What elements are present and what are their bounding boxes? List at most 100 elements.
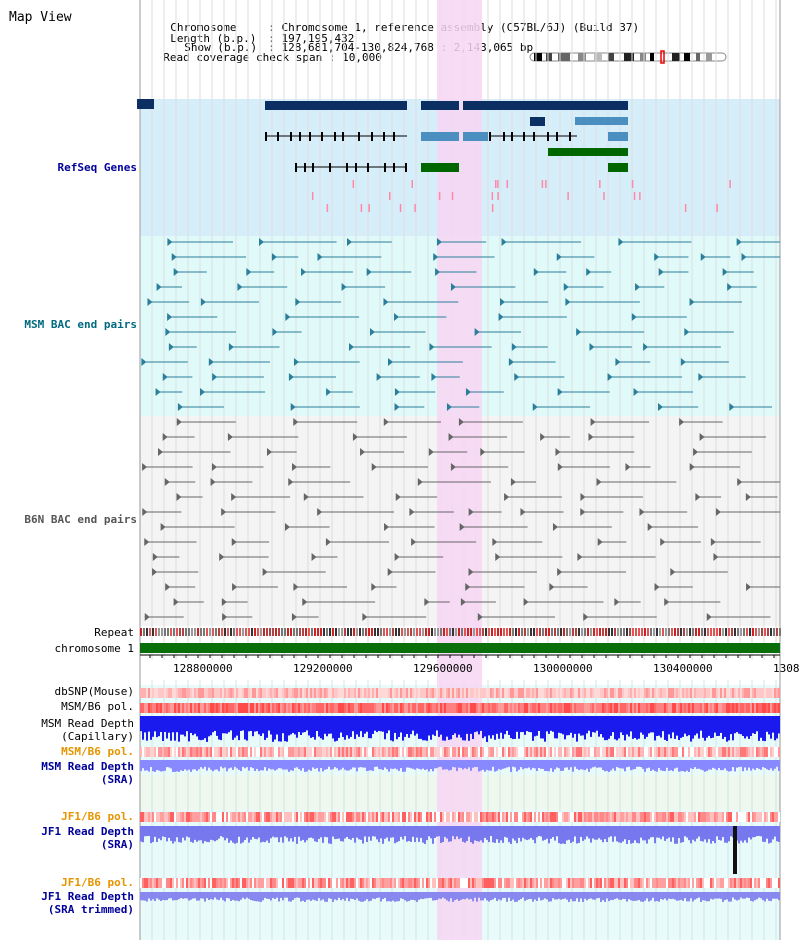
read-depth-bin <box>436 892 438 901</box>
polymorphism-bin <box>532 878 534 888</box>
read-depth-bin <box>562 892 564 900</box>
read-depth-bin <box>416 892 418 902</box>
polymorphism-bin <box>164 688 166 698</box>
read-depth-bin <box>638 716 640 739</box>
polymorphism-bin <box>486 878 488 888</box>
read-depth-bin <box>176 760 178 772</box>
read-depth-bin <box>262 892 264 901</box>
polymorphism-bin <box>222 703 224 713</box>
repeat-feature <box>707 628 709 636</box>
polymorphism-bin <box>740 878 742 888</box>
polymorphism-bin <box>432 878 434 888</box>
polymorphism-bin <box>220 747 222 757</box>
polymorphism-bin <box>288 703 290 713</box>
polymorphism-bin <box>332 878 334 888</box>
polymorphism-bin <box>470 812 472 822</box>
polymorphism-bin <box>182 878 184 888</box>
read-depth-bin <box>684 760 686 772</box>
polymorphism-bin <box>446 703 448 713</box>
read-depth-bin <box>322 892 324 900</box>
read-depth-bin <box>362 826 364 844</box>
polymorphism-bin <box>396 703 398 713</box>
polymorphism-bin <box>536 703 538 713</box>
read-depth-bin <box>606 826 608 842</box>
polymorphism-bin <box>616 878 618 888</box>
bac-end-marker <box>394 553 400 561</box>
read-depth-bin <box>474 716 476 733</box>
bac-end-marker <box>366 268 372 276</box>
read-depth-bin <box>366 716 368 732</box>
polymorphism-bin <box>280 703 282 713</box>
polymorphism-bin <box>500 812 502 822</box>
repeat-feature <box>665 628 667 636</box>
read-depth-bin <box>380 716 382 732</box>
polymorphism-bin <box>438 747 440 757</box>
polymorphism-bin <box>356 747 358 757</box>
read-depth-bin <box>762 826 764 842</box>
read-depth-bin <box>688 826 690 841</box>
read-depth-bin <box>306 826 308 841</box>
read-depth-bin <box>540 716 542 739</box>
repeat-feature <box>731 628 733 636</box>
polymorphism-bin <box>272 703 274 713</box>
read-depth-bin <box>354 716 356 739</box>
polymorphism-bin <box>586 747 588 757</box>
repeat-feature <box>683 628 685 636</box>
read-depth-bin <box>706 892 708 902</box>
polymorphism-bin <box>194 878 196 888</box>
read-depth-bin <box>174 826 176 842</box>
polymorphism-bin <box>318 812 320 822</box>
polymorphism-bin <box>290 703 292 713</box>
read-depth-bin <box>200 892 202 899</box>
polymorphism-bin <box>256 688 258 698</box>
read-depth-bin <box>652 892 654 898</box>
read-depth-bin <box>312 892 314 900</box>
read-depth-bin <box>466 826 468 841</box>
polymorphism-bin <box>652 703 654 713</box>
polymorphism-bin <box>524 747 526 757</box>
polymorphism-bin <box>596 688 598 698</box>
polymorphism-bin <box>452 703 454 713</box>
repeat-feature <box>155 628 157 636</box>
polymorphism-bin <box>502 812 504 822</box>
read-depth-bin <box>288 826 290 842</box>
read-depth-bin <box>318 716 320 737</box>
polymorphism-bin <box>740 688 742 698</box>
polymorphism-bin <box>722 703 724 713</box>
repeat-feature <box>710 628 712 636</box>
polymorphism-bin <box>508 812 510 822</box>
gene-feature <box>530 117 545 126</box>
gene-marker <box>599 180 601 188</box>
polymorphism-bin <box>778 878 780 888</box>
polymorphism-bin <box>416 812 418 822</box>
polymorphism-bin <box>610 812 612 822</box>
polymorphism-bin <box>190 703 192 713</box>
read-depth-bin <box>568 716 570 736</box>
read-depth-bin <box>234 716 236 738</box>
read-depth-bin <box>266 892 268 899</box>
polymorphism-bin <box>164 703 166 713</box>
read-depth-bin <box>230 760 232 768</box>
polymorphism-bin <box>744 703 746 713</box>
polymorphism-bin <box>150 747 152 757</box>
polymorphism-bin <box>236 688 238 698</box>
read-depth-bin <box>386 892 388 902</box>
polymorphism-bin <box>180 688 182 698</box>
read-depth-bin <box>776 760 778 767</box>
polymorphism-bin <box>292 878 294 888</box>
bac-end-marker <box>371 463 377 471</box>
read-depth-bin <box>622 760 624 769</box>
polymorphism-bin <box>708 688 710 698</box>
polymorphism-bin <box>186 688 188 698</box>
track-label-msm-bac[interactable]: MSM BAC end pairs <box>24 318 137 331</box>
polymorphism-bin <box>442 878 444 888</box>
track-label-refseq-genes[interactable]: RefSeq Genes <box>57 161 137 174</box>
read-depth-bin <box>350 892 352 899</box>
track-label-b6n-bac[interactable]: B6N BAC end pairs <box>24 513 137 526</box>
polymorphism-bin <box>586 812 588 822</box>
chromosome-ideogram[interactable] <box>528 50 730 66</box>
read-depth-bin <box>400 716 402 733</box>
read-depth-bin <box>566 716 568 736</box>
polymorphism-bin <box>360 747 362 757</box>
read-depth-bin <box>566 760 568 768</box>
